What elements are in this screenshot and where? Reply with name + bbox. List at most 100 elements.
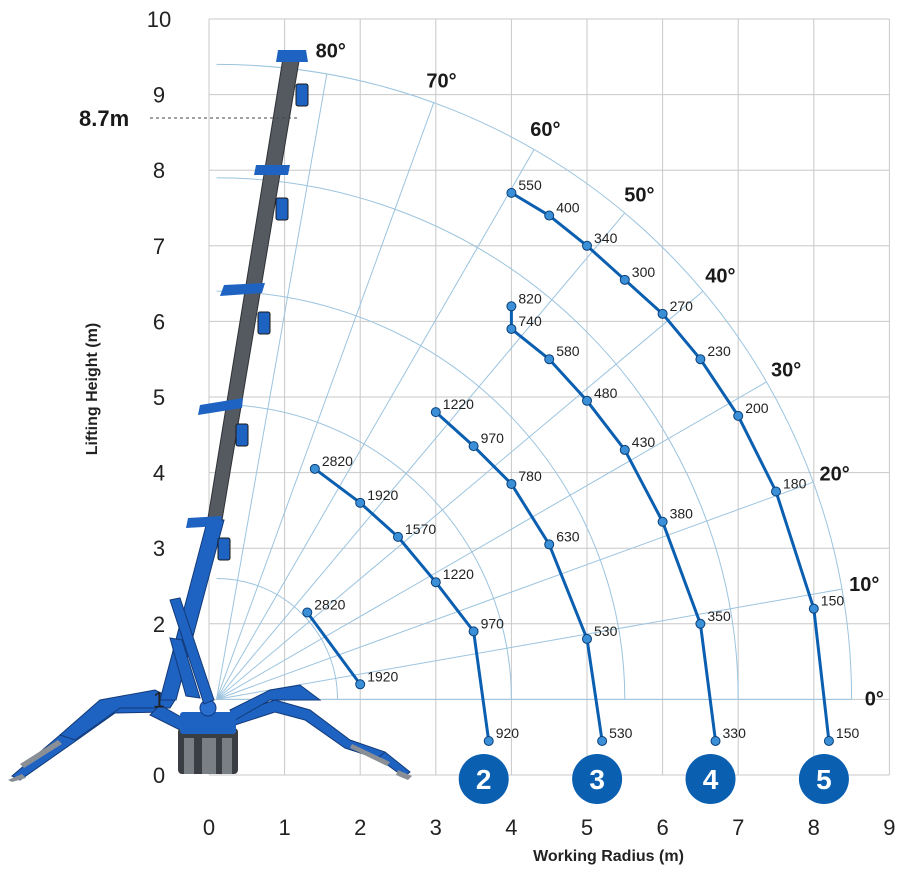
curve-badge-circle <box>798 754 849 804</box>
angle-label: 60° <box>530 119 560 141</box>
angle-ray <box>216 481 814 700</box>
load-point <box>808 603 819 614</box>
load-point <box>355 679 366 690</box>
load-label: 1220 <box>443 396 474 412</box>
angle-ray <box>216 212 626 700</box>
x-tick-label: 3 <box>430 815 442 840</box>
curve-badge-label: 5 <box>816 764 832 795</box>
load-point <box>483 735 494 746</box>
angle-label: 40° <box>705 266 735 288</box>
crane-hooks <box>217 83 309 561</box>
load-label: 970 <box>481 430 505 446</box>
x-tick-label: 6 <box>656 815 668 840</box>
load-curve-1 <box>306 611 362 686</box>
crane-boom <box>159 50 308 705</box>
load-labels: 2820 1920 2820 1920 1570 1220 970 920 1220 970 780… <box>314 177 859 741</box>
load-label: 920 <box>496 725 520 741</box>
load-point <box>733 410 744 421</box>
x-tick-label: 0 <box>203 815 215 840</box>
load-point <box>544 354 555 365</box>
angle-label: 80° <box>316 41 346 63</box>
load-point <box>771 486 781 497</box>
load-point <box>710 735 721 746</box>
load-point <box>695 354 706 365</box>
load-point <box>544 210 555 221</box>
angle-label: 0° <box>865 688 884 710</box>
x-tick-label: 4 <box>505 815 517 840</box>
curve-badge-label: 2 <box>476 764 492 795</box>
max-height-label: 8.7m <box>79 106 130 131</box>
x-tick-label: 8 <box>808 815 820 840</box>
load-point <box>355 497 366 508</box>
load-point <box>823 735 834 746</box>
load-label: 340 <box>594 230 618 246</box>
load-label: 550 <box>518 177 542 193</box>
load-point <box>582 240 592 251</box>
load-point <box>468 441 479 452</box>
x-tick-label: 2 <box>354 815 366 840</box>
load-curve-3 <box>434 411 604 742</box>
radius-arc <box>216 63 853 700</box>
radius-arc <box>216 290 626 700</box>
y-tick-label: 0 <box>153 763 165 788</box>
load-point <box>619 444 630 455</box>
load-point <box>582 395 592 406</box>
load-label: 2820 <box>314 596 345 612</box>
angle-ray <box>216 381 767 700</box>
load-label: 400 <box>556 200 580 216</box>
angle-labels: 0° 10° 20° 30° 40° 50° 60° 70° 80° <box>316 41 884 711</box>
load-label: 150 <box>821 593 845 609</box>
load-point <box>657 308 668 319</box>
spider-crane-illustration <box>8 50 412 782</box>
load-label: 230 <box>707 343 731 359</box>
x-axis-title: Working Radius (m) <box>533 848 684 865</box>
radius-arc <box>216 177 739 700</box>
crane-base <box>178 699 238 774</box>
y-tick-label: 9 <box>153 83 165 108</box>
curve-badge-label: 3 <box>589 764 605 795</box>
radius-arcs <box>216 63 853 700</box>
load-curve-5 <box>510 191 831 742</box>
crane-outrigger-feet <box>8 740 412 782</box>
angle-ray <box>216 588 843 700</box>
load-label: 480 <box>594 385 618 401</box>
angle-ray <box>216 73 328 700</box>
load-label: 580 <box>556 343 580 359</box>
load-label: 1570 <box>405 521 436 537</box>
curve-badge-label: 4 <box>703 764 719 795</box>
angle-label: 70° <box>426 70 456 92</box>
angle-label: 50° <box>624 185 654 207</box>
load-label: 270 <box>670 298 694 314</box>
x-tick-label: 5 <box>581 815 593 840</box>
radius-arc <box>216 404 512 700</box>
y-tick-label: 8 <box>153 158 165 183</box>
y-tick-label: 5 <box>153 385 165 410</box>
curve-badge-circle <box>685 754 736 804</box>
curve-badge-circle <box>458 754 509 804</box>
load-label: 2820 <box>322 453 353 469</box>
x-tick-label: 9 <box>883 815 895 840</box>
load-point <box>695 618 706 629</box>
load-curve-4 <box>509 306 718 742</box>
load-curve-2 <box>313 467 491 742</box>
load-point <box>468 626 479 637</box>
load-label: 180 <box>783 476 807 492</box>
load-label: 970 <box>481 615 505 631</box>
load-point <box>506 323 517 334</box>
load-label: 430 <box>632 434 656 450</box>
load-point <box>544 539 555 550</box>
angle-ray <box>216 290 704 700</box>
angle-label: 10° <box>849 574 879 596</box>
crane-outriggers <box>11 684 411 781</box>
curve-badges: 2 3 4 5 <box>458 754 849 804</box>
load-label: 200 <box>745 400 769 416</box>
load-label: 530 <box>609 725 633 741</box>
load-label: 150 <box>836 725 860 741</box>
angle-rays <box>216 73 852 700</box>
y-tick-label: 1 <box>153 687 165 712</box>
load-label: 740 <box>518 313 542 329</box>
angle-ray <box>216 149 535 700</box>
load-point <box>430 407 441 418</box>
load-label: 780 <box>518 468 542 484</box>
